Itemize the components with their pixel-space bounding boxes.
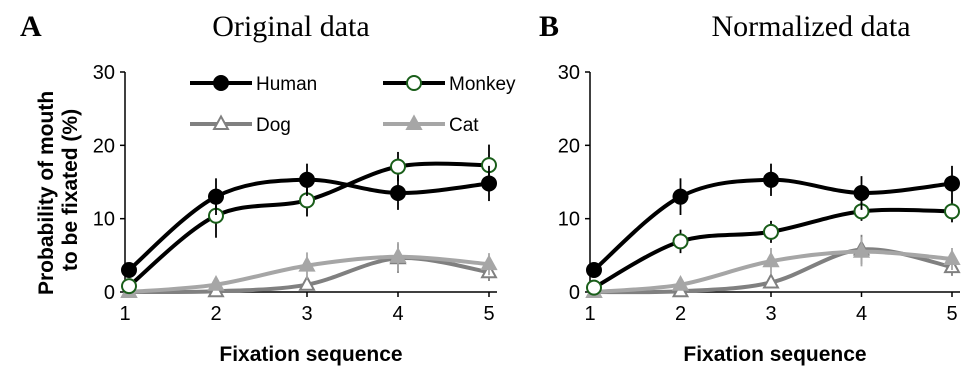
data-point-cat bbox=[852, 242, 871, 258]
x-tick-label: 3 bbox=[765, 303, 776, 325]
data-point-monkey bbox=[586, 279, 602, 296]
y-tick-label: 10 bbox=[558, 209, 580, 231]
data-point-human bbox=[208, 188, 224, 205]
y-tick-label: 30 bbox=[93, 62, 115, 84]
data-point-human bbox=[763, 171, 779, 188]
y-tick-label: 30 bbox=[558, 62, 580, 84]
y-axis-title-line-2: to be fixated (%) bbox=[59, 109, 82, 271]
data-point-monkey bbox=[390, 158, 406, 175]
data-point-human bbox=[672, 188, 689, 205]
panel-b-title: Normalized data bbox=[711, 10, 910, 43]
y-axis-title-line-1: Probability of mouth bbox=[35, 91, 58, 295]
series-cat bbox=[585, 237, 961, 299]
data-point-human bbox=[481, 175, 497, 192]
data-point-human bbox=[586, 262, 602, 278]
series-human bbox=[586, 163, 960, 278]
data-point-monkey bbox=[121, 278, 137, 295]
data-point-cat bbox=[762, 251, 780, 268]
x-tick-label: 2 bbox=[675, 303, 686, 325]
panel-b-chart: 0 10 20 30 1 2 3 4 5 Fixation sequence bbox=[558, 62, 961, 366]
legend: Human Monkey Dog Cat bbox=[190, 74, 516, 136]
legend-item-human: Human bbox=[190, 74, 317, 95]
legend-item-dog: Dog bbox=[190, 114, 291, 136]
legend-label: Human bbox=[256, 74, 317, 95]
data-point-cat bbox=[298, 255, 316, 272]
data-point-monkey bbox=[944, 203, 960, 220]
data-point-cat bbox=[943, 249, 961, 266]
x-tick-label: 1 bbox=[584, 303, 595, 325]
data-point-cat bbox=[207, 275, 225, 291]
legend-item-cat: Cat bbox=[383, 114, 479, 136]
panel-b-letter: B bbox=[539, 10, 559, 43]
data-point-monkey bbox=[672, 233, 689, 250]
series-monkey bbox=[121, 144, 497, 295]
data-point-human bbox=[853, 185, 870, 201]
x-axis-title: Fixation sequence bbox=[219, 343, 402, 366]
x-tick-label: 5 bbox=[483, 303, 494, 325]
panel-a-title: Original data bbox=[212, 10, 369, 43]
data-point-cat bbox=[480, 254, 498, 271]
data-point-monkey bbox=[763, 223, 779, 240]
x-tick-label: 2 bbox=[210, 303, 221, 325]
series-human bbox=[121, 163, 497, 278]
legend-marker bbox=[212, 114, 230, 131]
x-tick-label: 1 bbox=[119, 303, 130, 325]
series-monkey bbox=[586, 200, 960, 296]
panel-a-letter: A bbox=[20, 10, 42, 43]
legend-item-monkey: Monkey bbox=[383, 74, 516, 95]
legend-marker bbox=[406, 75, 422, 91]
x-axis-title: Fixation sequence bbox=[683, 343, 866, 366]
data-point-human bbox=[390, 185, 406, 201]
legend-label: Monkey bbox=[449, 74, 516, 95]
y-tick-label: 20 bbox=[93, 135, 115, 157]
data-point-cat bbox=[389, 247, 407, 263]
x-tick-label: 4 bbox=[392, 303, 403, 325]
legend-label: Dog bbox=[256, 115, 291, 136]
x-tick-label: 3 bbox=[301, 303, 312, 325]
legend-label: Cat bbox=[449, 115, 479, 136]
data-point-cat bbox=[671, 275, 690, 291]
y-tick-label: 0 bbox=[104, 282, 115, 304]
y-axis-title: Probability of mouth to be fixated (%) bbox=[35, 85, 82, 295]
panel-a-chart: 0 10 20 30 1 2 3 4 5 Fixation sequence bbox=[93, 62, 498, 366]
y-tick-label: 10 bbox=[93, 209, 115, 231]
data-point-human bbox=[121, 262, 137, 278]
data-point-dog bbox=[298, 275, 316, 291]
data-point-human bbox=[944, 175, 960, 192]
y-tick-label: 0 bbox=[569, 282, 580, 304]
legend-marker bbox=[213, 75, 229, 91]
x-tick-label: 5 bbox=[946, 303, 957, 325]
data-point-dog bbox=[762, 272, 780, 289]
x-tick-label: 4 bbox=[856, 303, 867, 325]
y-tick-label: 20 bbox=[558, 135, 580, 157]
data-point-human bbox=[299, 171, 315, 188]
legend-marker bbox=[405, 114, 423, 131]
